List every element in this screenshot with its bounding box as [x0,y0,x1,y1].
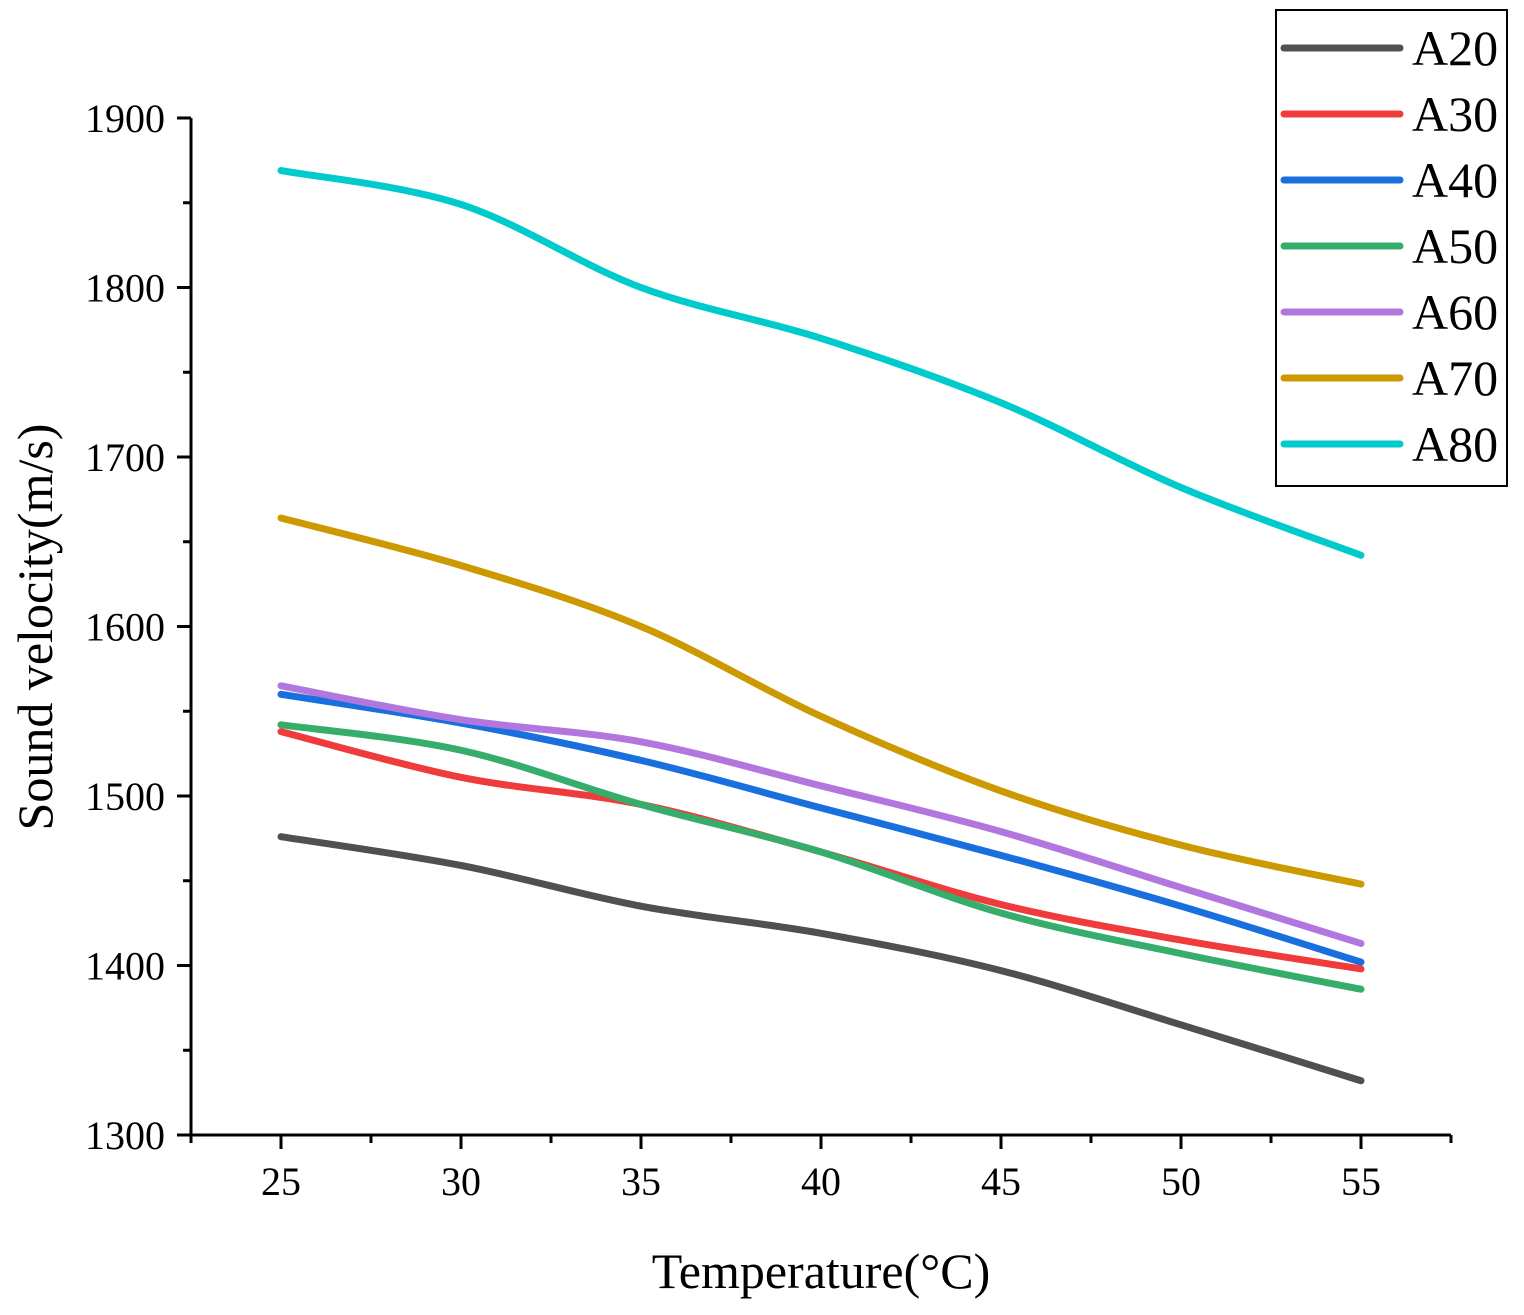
series-line-a50 [277,721,1365,993]
x-tick-label: 45 [981,1159,1021,1204]
x-axis-title: Temperature(°C) [652,1243,991,1299]
legend-label-a50: A50 [1412,218,1498,274]
y-tick-label: 1600 [85,605,165,650]
series-line-a70 [277,514,1365,888]
x-tick-label: 50 [1161,1159,1201,1204]
y-tick-label: 1900 [85,96,165,141]
x-tick-label: 55 [1341,1159,1381,1204]
y-tick-label: 1400 [85,944,165,989]
x-tick-label: 30 [441,1159,481,1204]
y-tick-label: 1800 [85,266,165,311]
x-tick-label: 25 [261,1159,301,1204]
series-line-a40 [277,690,1365,966]
legend-label-a80: A80 [1412,416,1498,472]
legend-label-a70: A70 [1412,350,1498,406]
x-tick-label: 40 [801,1159,841,1204]
legend: A20 A30 A40 A50 A60 A70 A80 [1275,9,1508,487]
legend-label-a30: A30 [1412,86,1498,142]
y-axis-title: Sound velocity(m/s) [7,424,63,831]
series-line-a20 [277,833,1365,1085]
series-lines [277,167,1365,1085]
series-line-a60 [277,682,1365,947]
x-tick-label: 35 [621,1159,661,1204]
legend-label-a20: A20 [1412,20,1498,76]
legend-label-a60: A60 [1412,284,1498,340]
series-line-a80 [277,167,1365,559]
y-tick-label: 1300 [85,1113,165,1158]
legend-label-a40: A40 [1412,152,1498,208]
y-tick-label: 1500 [85,774,165,819]
axes: 25 30 35 40 45 50 55 1300 1400 1500 1600 1700 1800 19… [85,96,1453,1204]
y-tick-label: 1700 [85,435,165,480]
